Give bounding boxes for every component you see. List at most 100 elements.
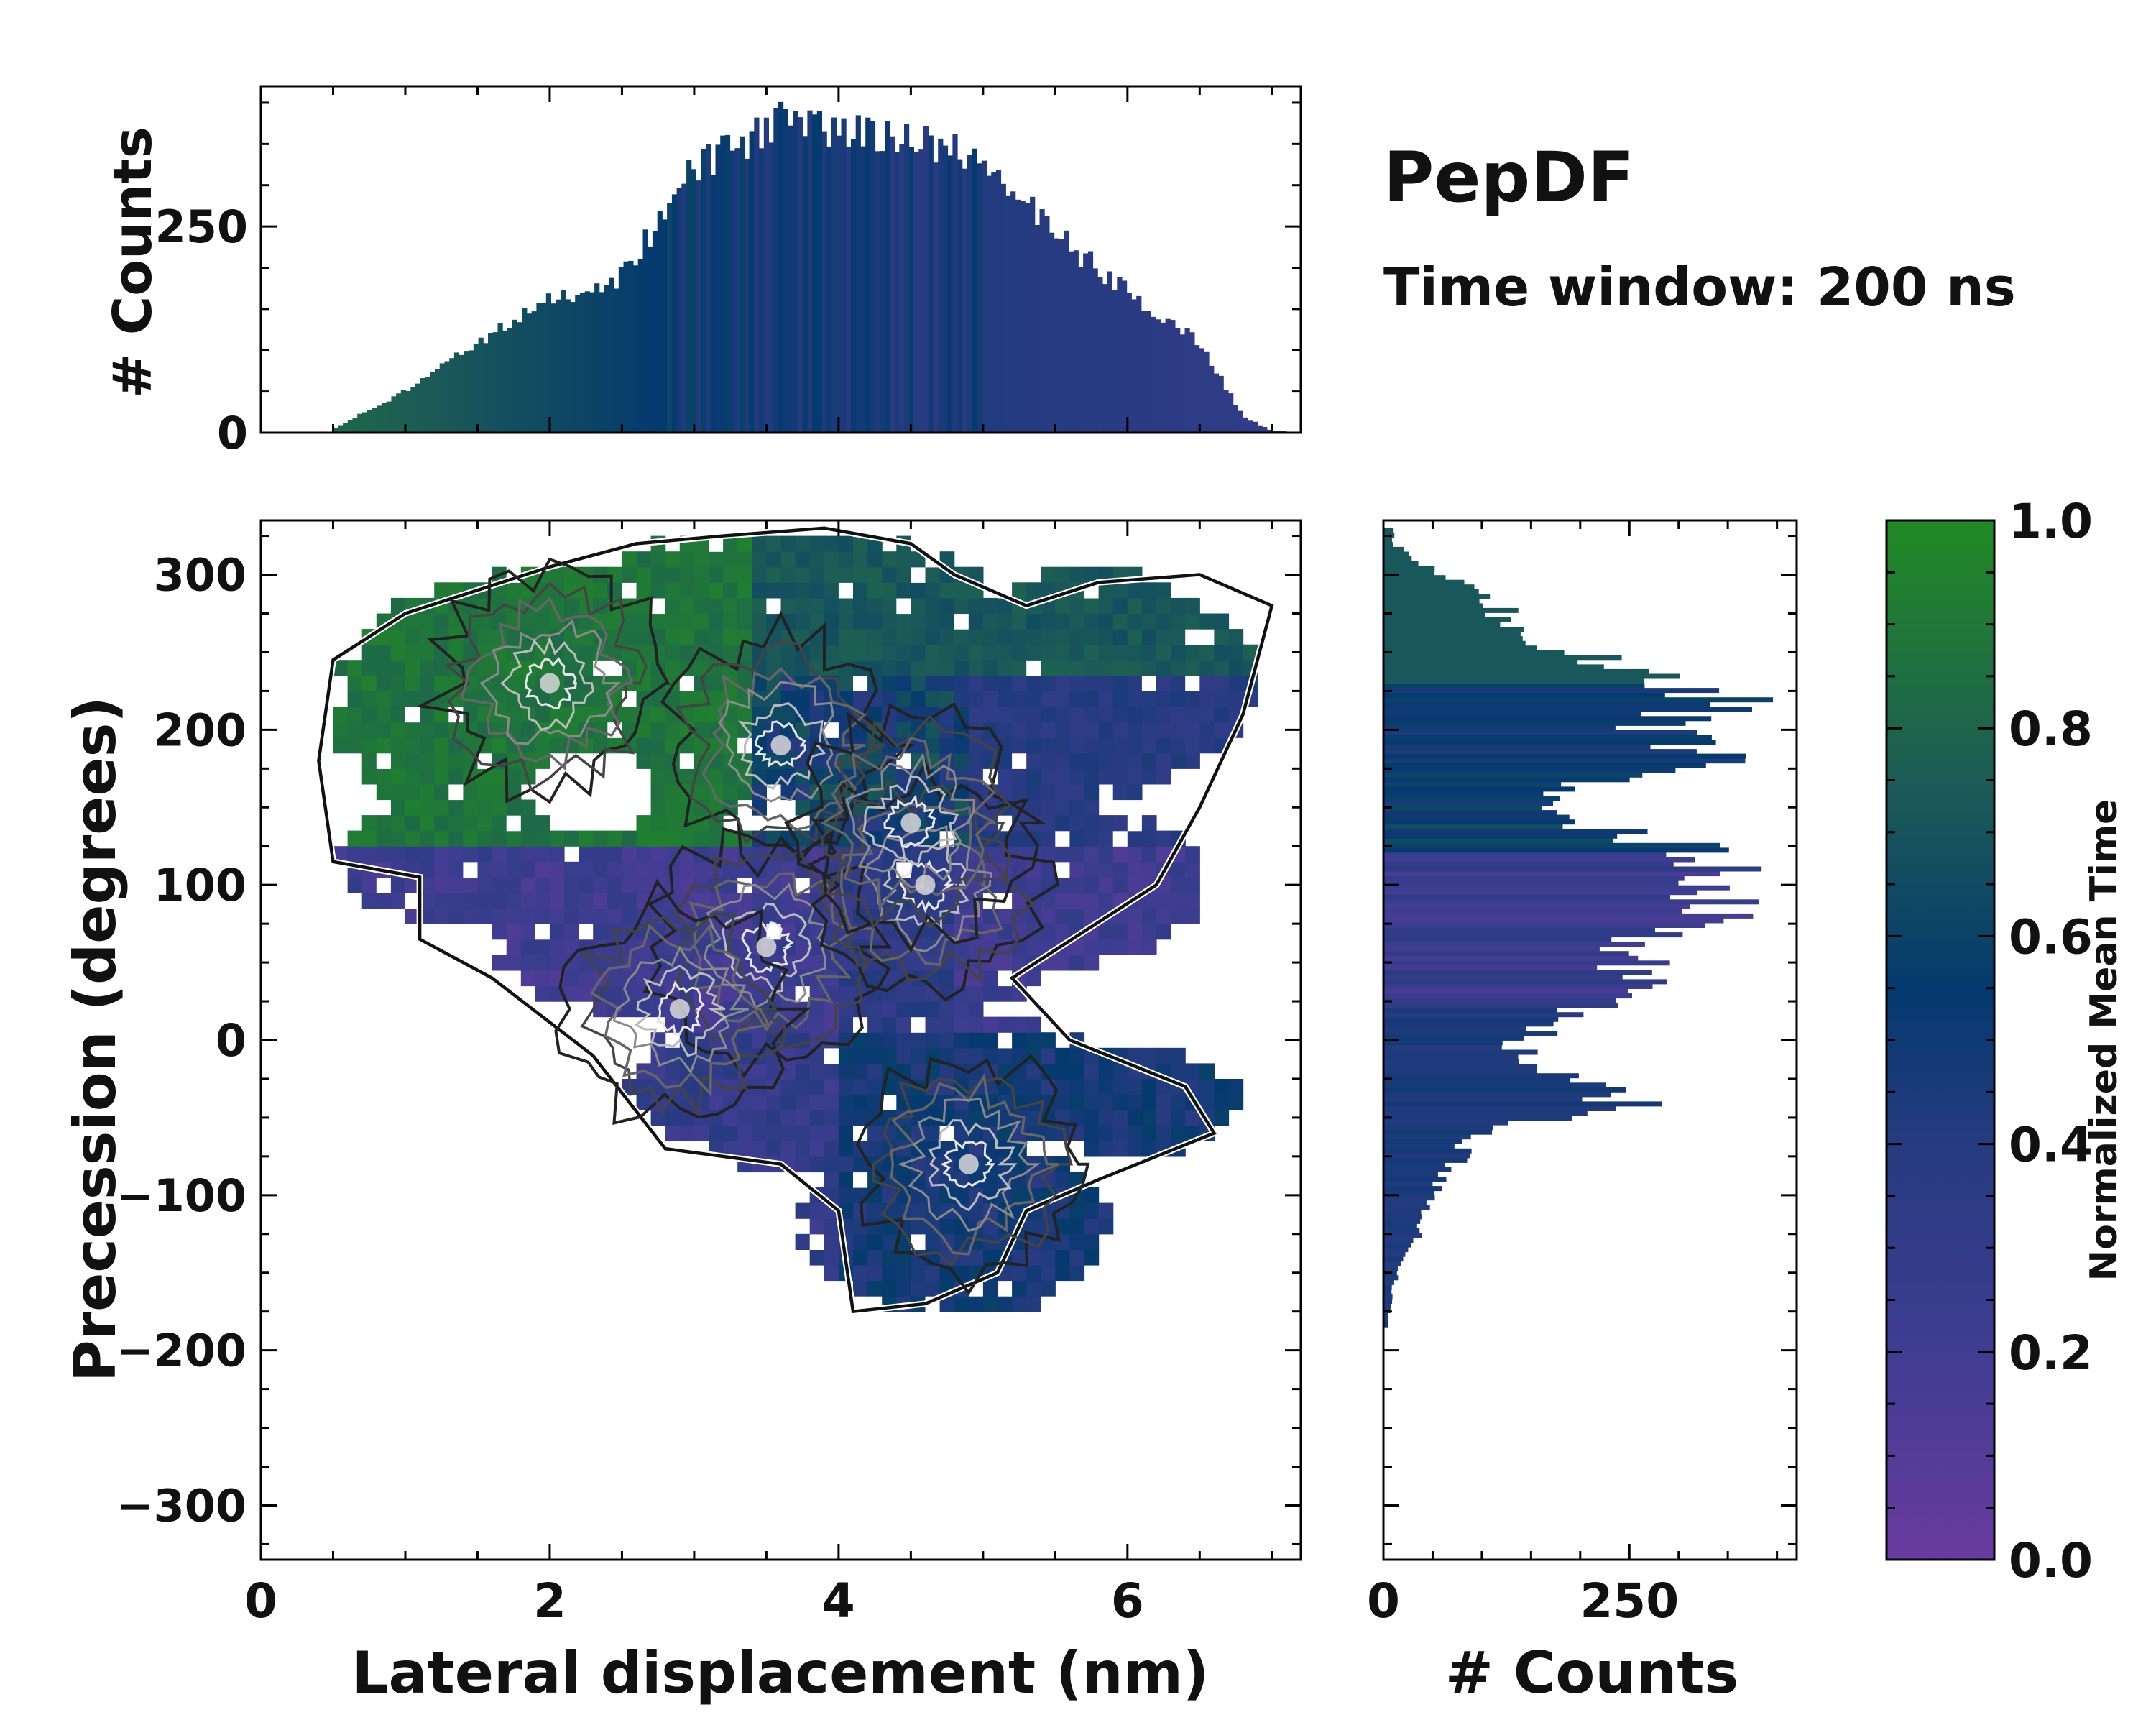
right-hist-bar [1383, 655, 1622, 661]
heatmap-cell [998, 597, 1013, 615]
heatmap-cell [579, 985, 594, 1002]
heatmap-cell [1112, 1079, 1128, 1095]
right-hist-bar [1383, 711, 1641, 717]
chart-title: PepDF [1383, 137, 1634, 218]
y-tick-label: −200 [116, 1325, 247, 1377]
right-hist-bar [1383, 542, 1393, 548]
heatmap-cell [564, 908, 579, 924]
heatmap-cell [665, 660, 681, 676]
right-hist-bar [1383, 1214, 1422, 1220]
heatmap-cell [882, 1032, 897, 1049]
top-hist-bar [642, 229, 648, 433]
heatmap-cell [506, 815, 522, 832]
heatmap-cell [1156, 893, 1171, 909]
contour-line [500, 635, 595, 732]
heatmap-cell [405, 675, 420, 691]
heatmap-cell [579, 830, 594, 847]
heatmap-cell [752, 1032, 767, 1049]
right-hist-bar [1383, 993, 1632, 999]
heatmap-cell [376, 753, 392, 769]
heatmap-cell [1112, 660, 1128, 676]
heatmap-cell [1055, 566, 1070, 583]
heatmap-cell [795, 939, 811, 955]
heatmap-cell [1199, 629, 1215, 645]
heatmap-cell [420, 660, 435, 676]
heatmap-cell [1055, 893, 1070, 909]
contour-line [554, 878, 811, 1125]
heatmap-cell [1127, 1079, 1143, 1095]
heatmap-cell [1041, 644, 1056, 661]
heatmap-cell [766, 582, 782, 599]
heatmap-cell [1012, 830, 1027, 847]
heatmap-cell [405, 707, 420, 723]
heatmap-cell [954, 768, 969, 785]
heatmap-cell [911, 1094, 926, 1110]
heatmap-cell [1214, 1079, 1230, 1095]
top-hist-bar [995, 170, 1002, 433]
heatmap-cell [448, 861, 464, 878]
heatmap-cell [650, 799, 666, 816]
heatmap-cell [752, 566, 767, 583]
heatmap-cell [361, 722, 377, 738]
heatmap-cell [709, 675, 724, 691]
heatmap-cell [1112, 1094, 1128, 1110]
heatmap-cell [506, 660, 522, 676]
right-hist-bar [1383, 908, 1682, 914]
heatmap-cell [1069, 815, 1085, 832]
heatmap-cell [1127, 753, 1143, 769]
heatmap-cell [780, 597, 796, 615]
y-axis-label: Precession (degrees) [62, 696, 129, 1382]
heatmap-cell [665, 629, 681, 645]
top-hist-bar [1092, 268, 1098, 433]
heatmap-cell [1156, 908, 1171, 924]
heatmap-cell [982, 707, 998, 723]
heatmap-cell [593, 893, 608, 909]
heatmap-cell [506, 675, 522, 691]
heatmap-cell [809, 1233, 825, 1250]
heatmap-cell [1069, 1094, 1085, 1110]
heatmap-cell [1026, 939, 1041, 955]
top-hist-bar [1184, 328, 1190, 433]
heatmap-cell [752, 597, 767, 615]
top-hist-bar [1223, 390, 1229, 433]
heatmap-cell [1041, 629, 1056, 645]
heatmap-cell [1084, 1141, 1100, 1157]
heatmap-cell [1185, 908, 1200, 924]
heatmap-cell [939, 691, 955, 707]
heatmap-cell [1098, 722, 1114, 738]
heatmap-cell [867, 1001, 883, 1018]
heatmap-cell [492, 799, 507, 816]
heatmap-cell [549, 908, 565, 924]
contour-line [580, 912, 787, 1116]
heatmap-cell [361, 877, 377, 893]
heatmap-cell [434, 691, 449, 707]
heatmap-cell [405, 893, 420, 909]
heatmap-cell [766, 908, 782, 924]
outer-contour [317, 526, 1274, 1314]
heatmap-cell [390, 768, 406, 785]
heatmap-cell [752, 768, 767, 785]
heatmap-cell [1098, 861, 1114, 878]
top-hist-bar [652, 231, 658, 433]
heatmap-cell [838, 1094, 854, 1110]
heatmap-cell [1012, 691, 1027, 707]
heatmap-cell [434, 799, 449, 816]
right-hist-bar [1383, 1116, 1572, 1121]
heatmap-cell [882, 846, 897, 862]
heatmap-cell [824, 644, 839, 661]
heatmap-cell [824, 1110, 839, 1126]
heatmap-cell [1055, 799, 1070, 816]
heatmap-cell [665, 566, 681, 583]
heatmap-cell [911, 707, 926, 723]
heatmap-cell [694, 1063, 709, 1080]
x-axis-label: Lateral displacement (nm) [352, 1639, 1210, 1706]
heatmap-cell [492, 908, 507, 924]
heatmap-cell [911, 1016, 926, 1033]
heatmap-cell [998, 1187, 1013, 1204]
heatmap-cell [636, 846, 652, 862]
heatmap-cell [376, 675, 392, 691]
heatmap-cell [1041, 799, 1056, 816]
heatmap-cell [622, 613, 637, 630]
